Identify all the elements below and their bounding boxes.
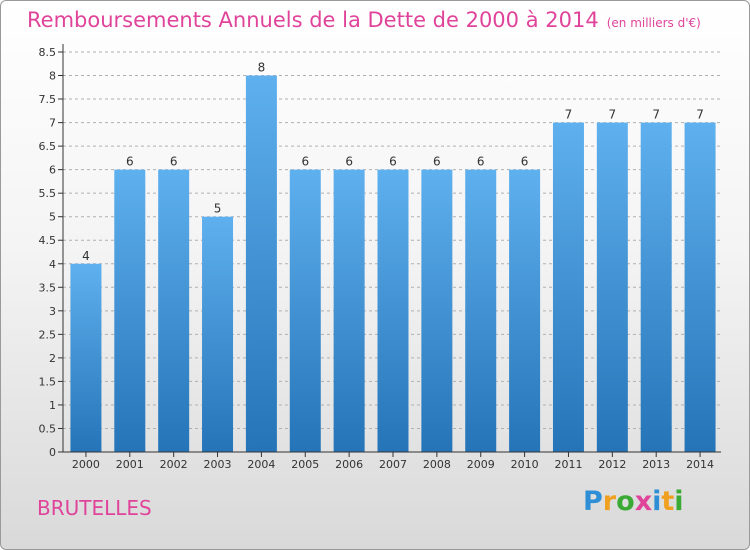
bar-value-label: 7 xyxy=(696,108,704,122)
bar-value-label: 6 xyxy=(126,155,134,169)
x-tick-label: 2000 xyxy=(72,458,100,471)
x-tick-label: 2004 xyxy=(247,458,275,471)
bar-value-label: 6 xyxy=(521,155,529,169)
y-tick-label: 0.5 xyxy=(39,422,57,435)
y-tick-label: 6.5 xyxy=(39,140,57,153)
bar xyxy=(202,216,234,452)
bar xyxy=(245,75,277,452)
y-tick-label: 2 xyxy=(49,352,56,365)
bar xyxy=(114,169,146,452)
y-tick-label: 7 xyxy=(49,117,56,130)
bar xyxy=(684,122,716,453)
bar xyxy=(640,122,672,453)
x-tick-label: 2012 xyxy=(598,458,626,471)
x-tick-label: 2013 xyxy=(642,458,670,471)
y-tick-label: 0 xyxy=(49,446,56,459)
bars xyxy=(70,75,716,453)
bar xyxy=(377,169,409,452)
x-tick-label: 2006 xyxy=(335,458,363,471)
y-tick-label: 1 xyxy=(49,399,56,412)
x-tick-label: 2009 xyxy=(467,458,495,471)
bar xyxy=(70,263,102,452)
y-tick-label: 3.5 xyxy=(39,281,57,294)
bar xyxy=(421,169,453,452)
proxiti-logo: Proxiti xyxy=(583,486,684,517)
bar-value-label: 7 xyxy=(652,108,660,122)
logo-letter: r xyxy=(602,486,617,517)
y-tick-label: 6 xyxy=(49,164,56,177)
y-tick-label: 1.5 xyxy=(39,375,57,388)
bar-value-label: 7 xyxy=(609,108,617,122)
x-tick-label: 2001 xyxy=(116,458,144,471)
place-name: BRUTELLES xyxy=(37,496,152,520)
x-tick-label: 2002 xyxy=(160,458,188,471)
bar-value-label: 8 xyxy=(258,61,266,75)
y-tick-label: 5.5 xyxy=(39,187,57,200)
bar xyxy=(552,122,584,453)
chart-title: Remboursements Annuels de la Dette de 20… xyxy=(27,8,701,32)
bar-value-label: 6 xyxy=(301,155,309,169)
y-tick-label: 8.5 xyxy=(39,46,57,59)
bar-value-label: 5 xyxy=(214,202,222,216)
logo-letter: i xyxy=(674,486,684,517)
x-tick-label: 2007 xyxy=(379,458,407,471)
bar-value-label: 7 xyxy=(565,108,573,122)
y-tick-label: 8 xyxy=(49,70,56,83)
bar xyxy=(158,169,190,452)
chart-title-text: Remboursements Annuels de la Dette de 20… xyxy=(27,8,599,32)
y-tick-label: 5 xyxy=(49,211,56,224)
bar xyxy=(596,122,628,453)
bar-value-label: 6 xyxy=(345,155,353,169)
x-tick-label: 2005 xyxy=(291,458,319,471)
x-tick-label: 2014 xyxy=(686,458,714,471)
bar xyxy=(289,169,321,452)
bar-value-label: 6 xyxy=(477,155,485,169)
labels: 0 0.5 1 1.5 2 2.5 3 3.5 4 4.5 5 5.5 6 6.5 7 7.5 8 8.5 4 200… xyxy=(39,46,715,471)
bar xyxy=(333,169,365,452)
x-tick-label: 2011 xyxy=(554,458,582,471)
logo-letter: i xyxy=(652,486,662,517)
x-tick-label: 2008 xyxy=(423,458,451,471)
bar-value-label: 4 xyxy=(82,249,90,263)
bar xyxy=(509,169,541,452)
y-tick-label: 3 xyxy=(49,305,56,318)
logo-letter: o xyxy=(616,486,635,517)
bar-value-label: 6 xyxy=(389,155,397,169)
chart-subtitle: (en milliers d'€) xyxy=(606,16,701,30)
y-tick-label: 7.5 xyxy=(39,93,57,106)
y-tick-label: 2.5 xyxy=(39,328,57,341)
axes xyxy=(58,44,721,457)
logo-letter: x xyxy=(634,486,653,517)
y-tick-label: 4 xyxy=(49,258,56,271)
x-tick-label: 2003 xyxy=(204,458,232,471)
bar-value-label: 6 xyxy=(433,155,441,169)
logo-letter: P xyxy=(583,486,603,517)
x-tick-label: 2010 xyxy=(511,458,539,471)
logo-letter: t xyxy=(661,486,675,517)
y-tick-label: 4.5 xyxy=(39,234,57,247)
bar xyxy=(465,169,497,452)
bar-value-label: 6 xyxy=(170,155,178,169)
